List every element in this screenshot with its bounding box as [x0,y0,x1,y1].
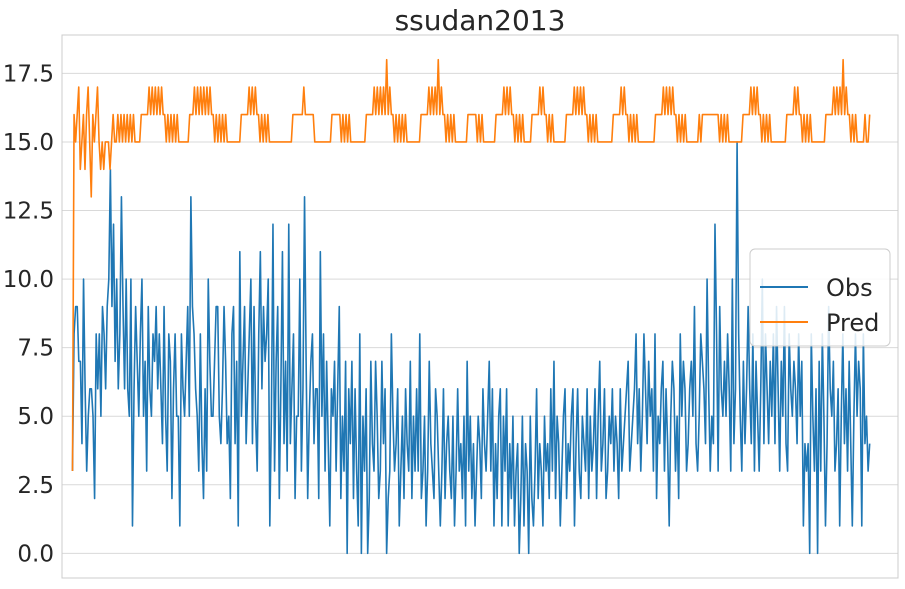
legend: Obs Pred [749,248,891,347]
y-tick-label: 0.0 [17,541,54,567]
y-tick-label: 5.0 [17,404,54,430]
chart-title: ssudan2013 [395,4,566,37]
series [71,58,871,555]
legend-label-pred: Pred [826,309,879,337]
legend-label-obs: Obs [826,274,873,302]
series-line-obs [71,141,871,555]
y-tick-label: 12.5 [3,199,54,225]
y-tick-label: 10.0 [3,267,54,293]
y-axis-ticks: 0.0 2.5 5.0 7.5 10.0 12.5 15.0 17.5 [3,61,54,567]
y-tick-label: 15.0 [3,130,54,156]
y-tick-label: 2.5 [17,473,54,499]
plot-frame [61,34,899,579]
series-line-pred [71,58,871,472]
y-tick-label: 17.5 [3,61,54,87]
y-tick-label: 7.5 [17,336,54,362]
